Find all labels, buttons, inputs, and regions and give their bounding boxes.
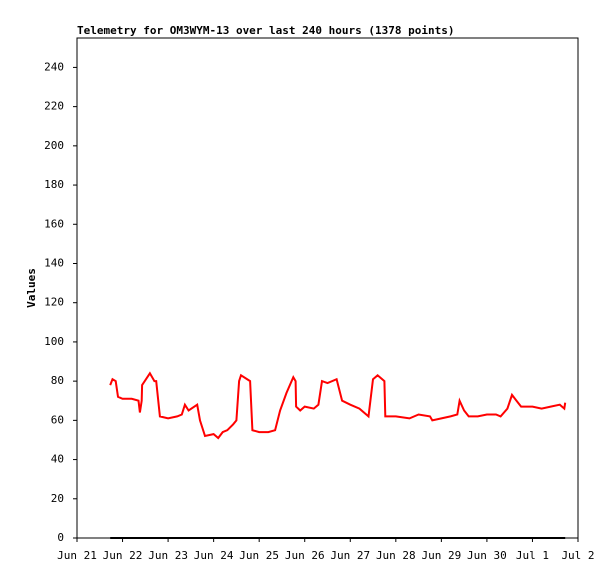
y-tick-label: 40 (51, 453, 64, 466)
x-tick-label: Jul 2 (561, 549, 594, 562)
y-tick-label: 100 (44, 335, 64, 348)
y-tick-label: 180 (44, 178, 64, 191)
y-tick-label: 140 (44, 256, 64, 269)
y-tick-label: 80 (51, 374, 64, 387)
series-line (109, 371, 567, 440)
y-tick-label: 120 (44, 296, 64, 309)
x-tick-label: Jun 25 (239, 549, 279, 562)
x-tick-label: Jun 27 (330, 549, 370, 562)
x-tick-label: Jun 24 (194, 549, 234, 562)
x-tick-label: Jun 30 (467, 549, 507, 562)
y-axis-label: Values (25, 268, 38, 308)
x-tick-label: Jun 29 (421, 549, 461, 562)
y-tick-label: 20 (51, 492, 64, 505)
y-tick-label: 220 (44, 100, 64, 113)
x-tick-label: Jun 26 (285, 549, 325, 562)
y-tick-label: 60 (51, 413, 64, 426)
y-tick-label: 0 (57, 531, 64, 544)
x-tick-label: Jun 28 (376, 549, 416, 562)
y-tick-label: 160 (44, 217, 64, 230)
x-tick-label: Jun 23 (148, 549, 188, 562)
x-tick-label: Jul 1 (516, 549, 549, 562)
chart-title: Telemetry for OM3WYM-13 over last 240 ho… (77, 24, 455, 37)
y-tick-label: 240 (44, 60, 64, 73)
y-tick-label: 200 (44, 139, 64, 152)
x-tick-label: Jun 22 (103, 549, 143, 562)
x-tick-label: Jun 21 (57, 549, 97, 562)
